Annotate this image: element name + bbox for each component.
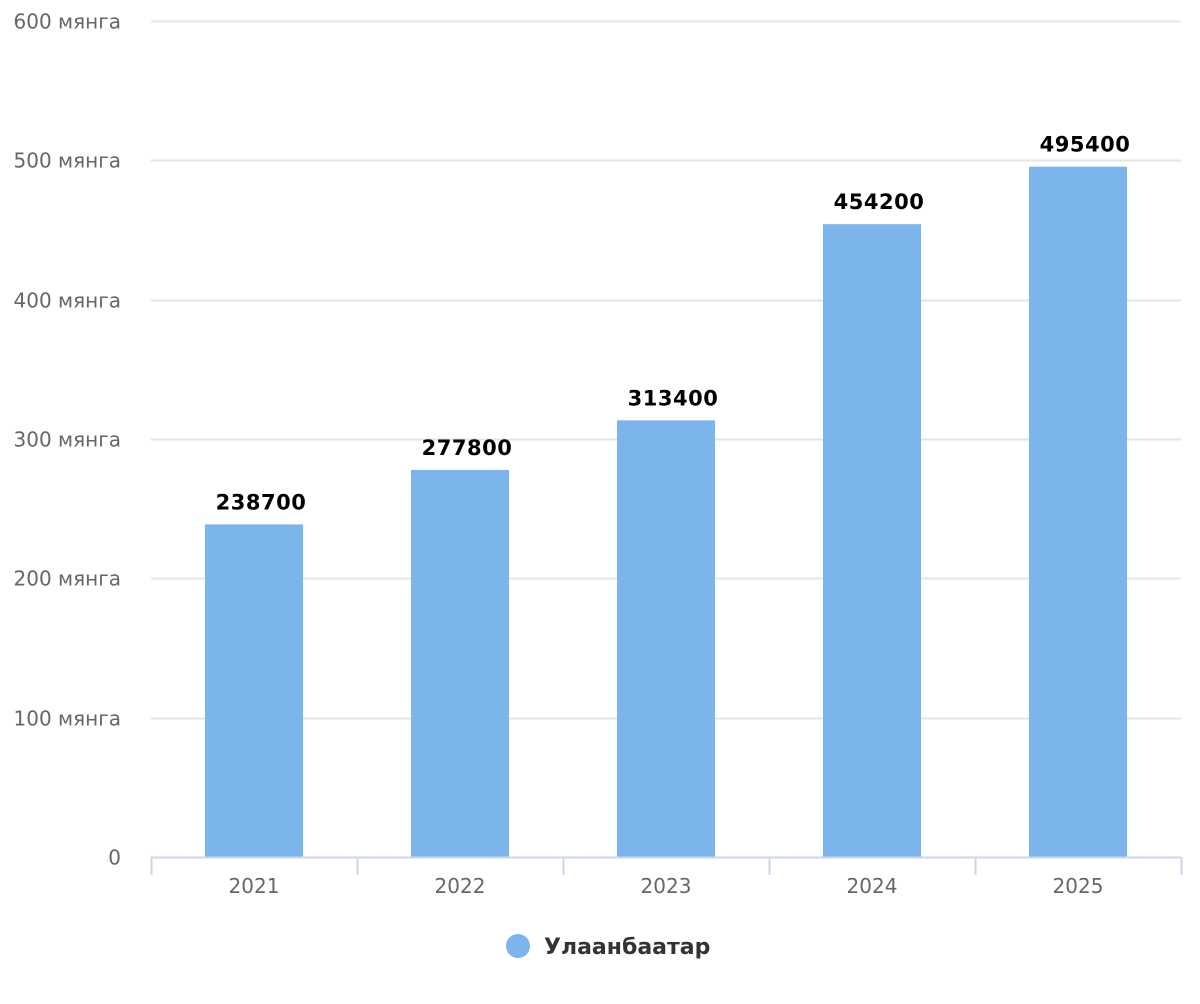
y-tick-label: 500 мянга — [14, 149, 122, 173]
x-tick-label: 2023 — [641, 874, 692, 898]
data-label: 313400 — [628, 386, 719, 410]
bar[interactable] — [1029, 166, 1127, 857]
y-tick-label: 100 мянга — [14, 707, 122, 731]
x-axis: 2021 2022 2023 2024 2025 — [150, 856, 1183, 898]
y-tick-label: 400 мянга — [14, 289, 122, 313]
y-tick-label: 300 мянга — [14, 428, 122, 452]
bar[interactable] — [823, 224, 921, 857]
legend-marker-icon[interactable] — [506, 934, 530, 958]
data-label: 495400 — [1040, 133, 1131, 157]
y-tick-label: 200 мянга — [14, 567, 122, 591]
bar[interactable] — [411, 469, 509, 857]
y-tick-label: 600 мянга — [14, 10, 122, 34]
legend-label[interactable]: Улаанбаатар — [544, 935, 710, 960]
data-label: 454200 — [834, 190, 925, 214]
data-label: 238700 — [216, 490, 307, 514]
data-label: 277800 — [422, 436, 513, 460]
x-tick-label: 2024 — [847, 874, 898, 898]
bar[interactable] — [617, 420, 715, 857]
bars — [205, 166, 1127, 857]
bar[interactable] — [205, 524, 303, 857]
y-tick-label: 0 — [108, 846, 121, 870]
y-axis: 0 100 мянга 200 мянга 300 мянга 400 мянга 500… — [14, 10, 122, 870]
data-labels: 238700 277800 313400 454200 495400 — [216, 133, 1131, 515]
legend[interactable]: Улаанбаатар — [506, 934, 710, 960]
x-tick-label: 2021 — [229, 874, 280, 898]
x-tick-label: 2022 — [435, 874, 486, 898]
x-tick-label: 2025 — [1053, 874, 1104, 898]
